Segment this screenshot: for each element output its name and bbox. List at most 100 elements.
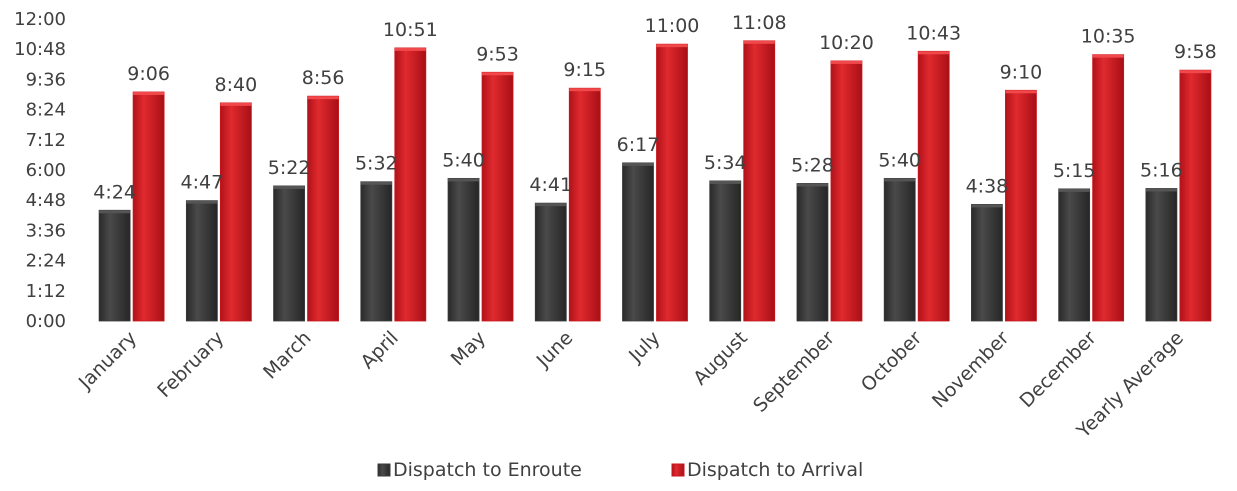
data-label: 11:00 (645, 15, 700, 37)
x-tick-label: June (532, 327, 578, 373)
bar-top-highlight (1179, 70, 1211, 74)
data-label: 10:35 (1081, 26, 1136, 48)
bar-enroute (447, 177, 480, 322)
bar-top-highlight (1058, 188, 1090, 192)
bar-top-highlight (918, 51, 950, 55)
data-label: 10:20 (819, 32, 874, 54)
x-tick-label: April (357, 327, 403, 373)
bar-enroute (971, 203, 1003, 322)
bar-top-highlight (622, 162, 654, 166)
y-tick-label: 4:48 (26, 190, 66, 211)
bar-top-highlight (133, 91, 165, 95)
bar-arrival (307, 95, 339, 322)
bar-enroute (622, 162, 654, 322)
x-axis: January February March April May June July Augu… (74, 327, 1188, 443)
data-label: 4:24 (93, 181, 136, 203)
x-tick-label: December (1015, 327, 1100, 412)
bar-enroute (360, 181, 393, 322)
bar-top-highlight (743, 40, 775, 44)
data-label: 5:32 (355, 153, 398, 175)
x-tick-label: August (689, 327, 752, 390)
data-label: 4:47 (181, 172, 224, 194)
bar-arrival (656, 43, 688, 322)
data-label: 9:53 (476, 43, 519, 65)
bar-enroute (709, 180, 742, 322)
bar-enroute (98, 209, 131, 322)
legend-label: Dispatch to Arrival (687, 459, 863, 481)
bar-top-highlight (448, 178, 480, 182)
bar-top-highlight (830, 60, 862, 64)
data-label: 5:22 (268, 157, 311, 179)
data-label: 5:28 (791, 154, 834, 176)
bar-top-highlight (1145, 188, 1177, 192)
bar-arrival (132, 91, 165, 322)
x-tick-label: September (749, 327, 839, 417)
data-label: 9:15 (563, 59, 606, 81)
y-tick-label: 10:48 (14, 39, 66, 60)
bar-top-highlight (796, 183, 828, 187)
bar-top-highlight (1092, 54, 1124, 58)
legend-label: Dispatch to Enroute (393, 459, 582, 481)
bar-arrival (917, 50, 950, 322)
bar-top-highlight (99, 210, 131, 214)
y-tick-label: 12:00 (14, 9, 66, 30)
bar-arrival (1179, 69, 1212, 322)
data-label: 10:43 (906, 22, 961, 44)
data-label: 6:17 (617, 134, 660, 156)
data-label: 5:15 (1053, 160, 1096, 182)
x-tick-label: March (259, 327, 316, 384)
data-labels-group: 4:24 9:06 4:47 8:40 5:22 8:56 5:32 10:51 5:40 9:5… (93, 12, 1216, 203)
bar-enroute (796, 183, 829, 322)
data-label: 10:51 (383, 19, 438, 41)
bar-top-highlight (360, 181, 392, 185)
data-label: 8:56 (302, 67, 345, 89)
y-tick-label: 3:36 (26, 220, 66, 241)
x-tick-label: February (153, 327, 228, 402)
bar-top-highlight (709, 180, 741, 184)
bars-group (98, 40, 1212, 322)
x-tick-label: May (447, 327, 490, 370)
bar-top-highlight (394, 47, 426, 51)
bar-arrival (219, 102, 252, 322)
bar-top-highlight (482, 72, 514, 76)
y-tick-label: 1:12 (26, 281, 66, 302)
legend-swatch-enroute (377, 463, 391, 477)
data-label: 11:08 (732, 12, 787, 34)
bar-arrival (830, 60, 863, 322)
bar-arrival (1005, 89, 1037, 322)
bar-top-highlight (884, 178, 916, 182)
x-tick-label: October (857, 327, 926, 396)
data-label: 5:40 (878, 149, 921, 171)
data-label: 4:41 (529, 174, 572, 196)
bar-arrival (481, 71, 514, 322)
bar-arrival (1092, 54, 1125, 322)
bar-enroute (1145, 188, 1178, 322)
y-tick-label: 0:00 (26, 311, 66, 332)
bar-top-highlight (220, 102, 252, 106)
data-label: 9:10 (1000, 61, 1043, 83)
bar-top-highlight (1005, 90, 1037, 94)
y-axis: 0:00 1:12 2:24 3:36 4:48 6:00 7:12 8:24 9:36 10:4… (14, 9, 66, 332)
data-label: 9:58 (1174, 41, 1217, 63)
y-tick-label: 2:24 (26, 251, 66, 272)
data-label: 9:06 (127, 63, 170, 85)
data-label: 5:40 (442, 149, 485, 171)
x-tick-label: January (74, 327, 141, 394)
data-label: 4:38 (966, 175, 1009, 197)
bar-top-highlight (971, 204, 1003, 208)
bar-top-highlight (186, 200, 218, 204)
y-tick-label: 6:00 (26, 160, 66, 181)
x-tick-label: July (624, 327, 664, 367)
bar-top-highlight (569, 88, 601, 92)
y-tick-label: 7:12 (26, 130, 66, 151)
bar-enroute (883, 177, 916, 322)
y-tick-label: 9:36 (26, 69, 66, 90)
bar-enroute (1058, 188, 1091, 322)
bar-enroute (534, 202, 567, 322)
legend-swatch-arrival (671, 463, 685, 477)
bar-top-highlight (307, 96, 339, 100)
data-label: 5:16 (1140, 159, 1183, 181)
data-label: 8:40 (215, 74, 258, 96)
bar-arrival (394, 47, 427, 322)
